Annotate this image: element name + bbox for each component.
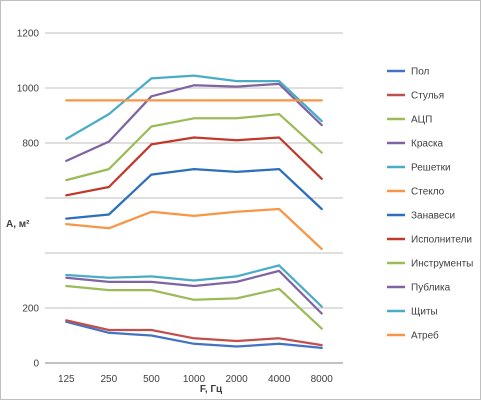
- legend-label: Щиты: [411, 307, 438, 318]
- series-line-5: [65, 264, 323, 308]
- series-line-3: [65, 284, 323, 330]
- legend-label: Инструменты: [411, 259, 473, 270]
- series-line-11: [65, 74, 323, 141]
- series-line-8: [65, 136, 323, 197]
- legend-label: Атреб: [411, 330, 439, 342]
- legend-label: Стулья: [411, 91, 444, 102]
- x-axis-ticks: 125 250 500 1000 2000 4000 8000: [58, 374, 333, 385]
- legend-label: Пол: [411, 67, 430, 78]
- x-tick-label: 250: [101, 374, 118, 385]
- gridlines: [45, 32, 343, 364]
- x-tick-label: 1000: [183, 374, 206, 385]
- y-axis-ticks: 0 200 800 1000 1200: [17, 29, 40, 370]
- y-tick-label: 1200: [17, 29, 40, 40]
- y-axis-label: A, м²: [6, 219, 30, 230]
- series-line-4: [65, 269, 323, 315]
- legend-label: АЦП: [411, 115, 432, 126]
- legend-label: Исполнители: [411, 235, 472, 246]
- y-tick-label: 0: [33, 359, 39, 370]
- x-tick-label: 500: [143, 374, 160, 385]
- x-tick-label: 125: [58, 374, 75, 385]
- legend: Пол Стулья АЦП Краска Решетки Стекло Занавеси И…: [387, 67, 473, 342]
- y-tick-label: 800: [22, 139, 39, 150]
- series-line-7: [65, 167, 323, 220]
- series-line-2: [65, 319, 323, 347]
- legend-label: Стекло: [411, 187, 445, 198]
- x-tick-label: 4000: [268, 374, 291, 385]
- series-line-1: [65, 320, 323, 350]
- legend-label: Публика: [411, 282, 451, 294]
- legend-label: Решетки: [411, 163, 451, 174]
- series-line-10: [65, 82, 323, 163]
- y-tick-label: 1000: [17, 84, 40, 95]
- series-lines: [65, 74, 323, 350]
- series-line-9: [65, 112, 323, 182]
- x-tick-label: 2000: [225, 374, 248, 385]
- x-axis-label: F, Гц: [200, 384, 223, 395]
- series-line-6: [65, 207, 323, 251]
- y-tick-label: 200: [22, 304, 39, 315]
- legend-label: Занавеси: [411, 211, 455, 222]
- legend-label: Краска: [411, 139, 444, 150]
- x-tick-label: 8000: [311, 374, 334, 385]
